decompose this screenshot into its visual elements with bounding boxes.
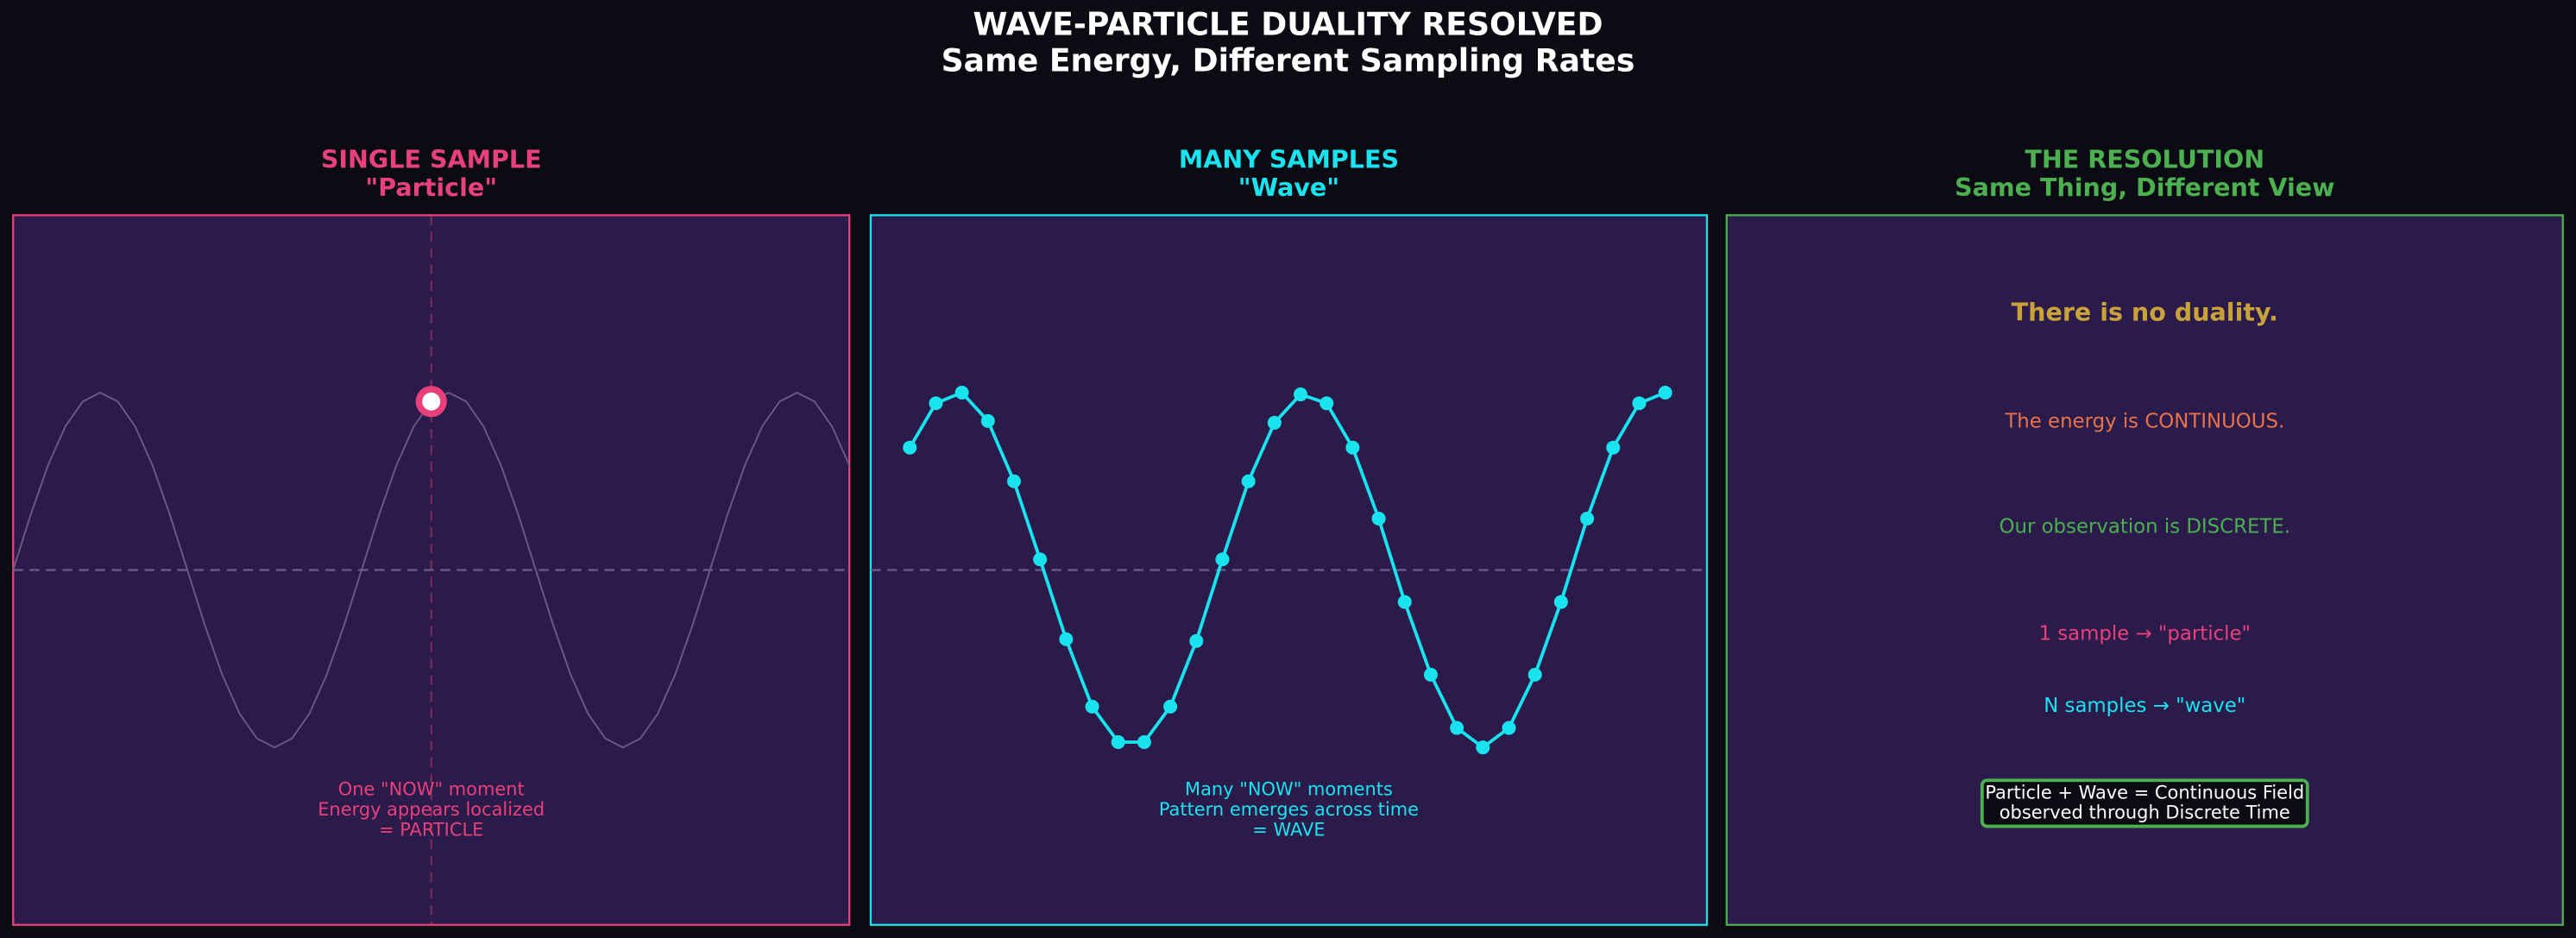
sample-point	[1502, 721, 1516, 735]
sample-point	[1111, 735, 1125, 750]
sample-point	[1580, 511, 1595, 526]
sample-point	[1345, 440, 1360, 455]
sample-point	[929, 396, 943, 411]
panel-title: MANY SAMPLES	[1179, 145, 1399, 174]
sample-point	[1371, 511, 1386, 526]
annotation: = PARTICLE	[379, 819, 483, 840]
sample-point	[1189, 633, 1204, 648]
sample-point	[1215, 552, 1230, 567]
sample-point	[1423, 667, 1438, 682]
sample-point	[1606, 440, 1621, 455]
sample-point	[1397, 595, 1412, 609]
sample-point	[1241, 474, 1256, 488]
sample-point	[1267, 415, 1282, 430]
sample-point	[1294, 387, 1308, 402]
statement: The energy is CONTINUOUS.	[2004, 411, 2284, 433]
annotation: One "NOW" moment	[338, 779, 525, 800]
annotation: Energy appears localized	[318, 799, 545, 820]
sample-point	[954, 385, 969, 400]
summary-text: observed through Discrete Time	[2000, 802, 2290, 822]
annotation: = WAVE	[1252, 819, 1325, 840]
panel-title: SINGLE SAMPLE	[321, 145, 542, 174]
sample-point	[1085, 699, 1099, 714]
sample-point	[1137, 735, 1151, 750]
annotation: Pattern emerges across time	[1159, 799, 1419, 820]
annotation: Many "NOW" moments	[1185, 779, 1393, 800]
sample-point	[1527, 667, 1542, 682]
line	[908, 390, 1666, 750]
panel-title: "Particle"	[365, 173, 497, 202]
sample-point	[1006, 474, 1021, 488]
sample-point	[903, 440, 917, 455]
sample-point	[1658, 385, 1672, 400]
sample-point	[1553, 595, 1568, 609]
figure-title: WAVE-PARTICLE DUALITY RESOLVED	[973, 5, 1603, 42]
summary-text: Particle + Wave = Continuous Field	[1985, 782, 2304, 803]
sample-point-core	[422, 392, 441, 411]
statement: 1 sample → "particle"	[2039, 622, 2252, 645]
summary-box	[1980, 778, 2309, 828]
figure-subtitle: Same Energy, Different Sampling Rates	[942, 41, 1635, 79]
sample-point	[1450, 721, 1464, 735]
sample-point	[1632, 396, 1647, 411]
statement: N samples → "wave"	[2044, 695, 2245, 717]
sample-point	[980, 413, 995, 428]
sample-point	[1163, 699, 1178, 714]
sample-point	[1319, 396, 1334, 411]
statement: Our observation is DISCRETE.	[2000, 516, 2290, 538]
panel-title: Same Thing, Different View	[1955, 173, 2334, 202]
panel-title: THE RESOLUTION	[2025, 145, 2264, 174]
sample-point	[1476, 740, 1490, 755]
statement: There is no duality.	[2012, 298, 2278, 327]
panel-title: "Wave"	[1238, 173, 1339, 202]
sample-point	[1033, 552, 1048, 567]
sample-point	[1059, 632, 1074, 646]
